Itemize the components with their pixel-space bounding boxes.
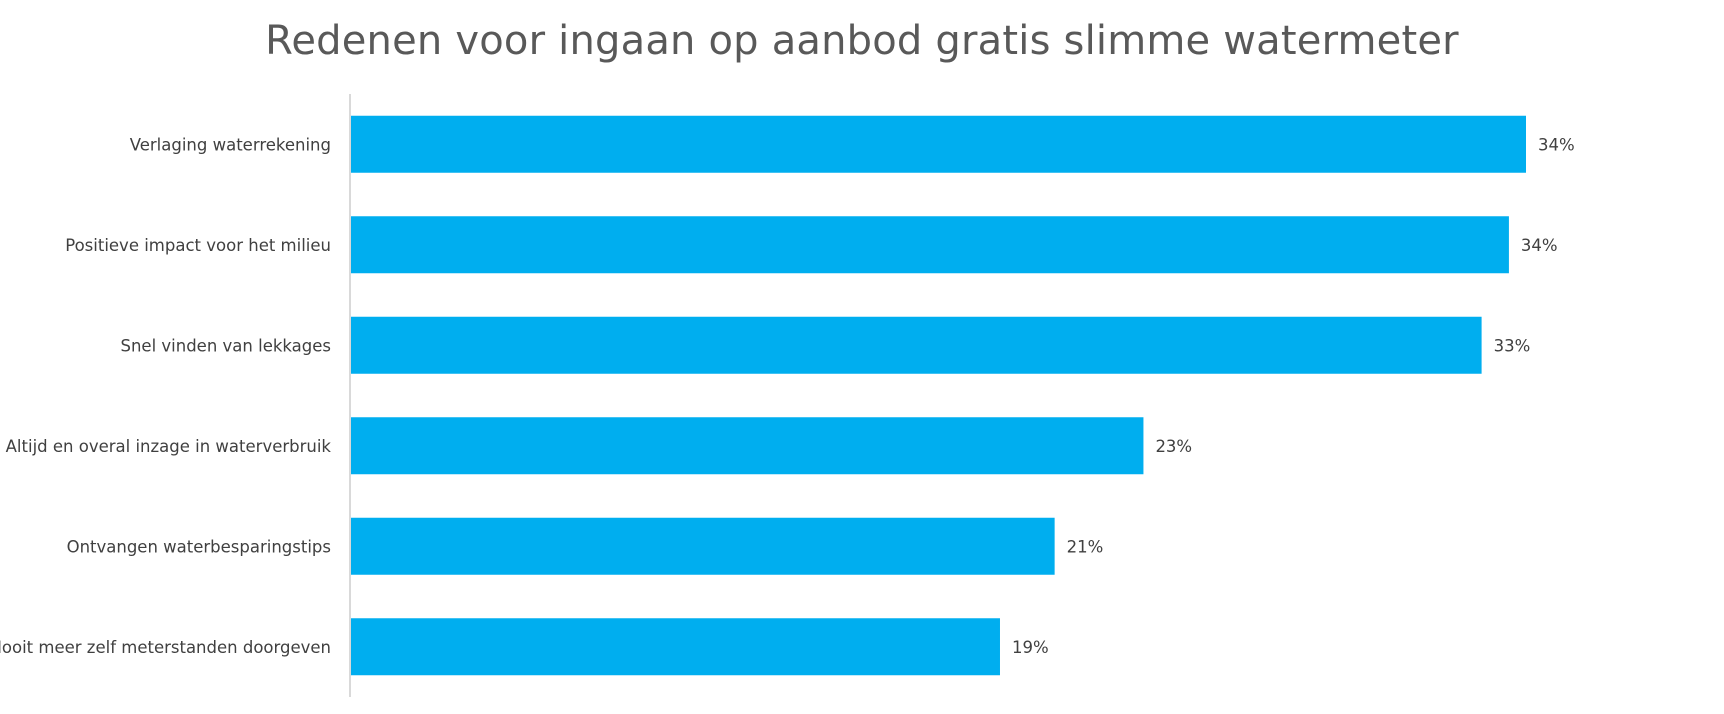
bar-2 — [351, 216, 1509, 274]
data-label: 23% — [1155, 437, 1192, 456]
category-label: Verlaging waterrekening — [130, 135, 331, 154]
data-label: 33% — [1494, 336, 1531, 355]
data-label: 34% — [1521, 236, 1558, 255]
category-label: Altijd en overal inzage in waterverbruik — [6, 437, 332, 456]
labels-layer: Verlaging waterrekening 34% Positieve impa… — [0, 135, 1575, 657]
bar-3 — [351, 316, 1482, 374]
category-label: Ontvangen waterbesparingstips — [67, 537, 331, 556]
bar-4 — [351, 417, 1144, 475]
bars-layer — [351, 115, 1526, 676]
data-label: 19% — [1012, 638, 1049, 657]
chart-title: Redenen voor ingaan op aanbod gratis sli… — [265, 18, 1459, 64]
data-label: 34% — [1538, 135, 1575, 154]
bar-6 — [351, 618, 1000, 676]
category-label: Nooit meer zelf meterstanden doorgeven — [0, 638, 331, 657]
bar-5 — [351, 517, 1055, 575]
category-label: Positieve impact voor het milieu — [65, 236, 331, 255]
data-label: 21% — [1067, 537, 1104, 556]
category-label: Snel vinden van lekkages — [120, 336, 331, 355]
bar-1 — [351, 115, 1526, 173]
